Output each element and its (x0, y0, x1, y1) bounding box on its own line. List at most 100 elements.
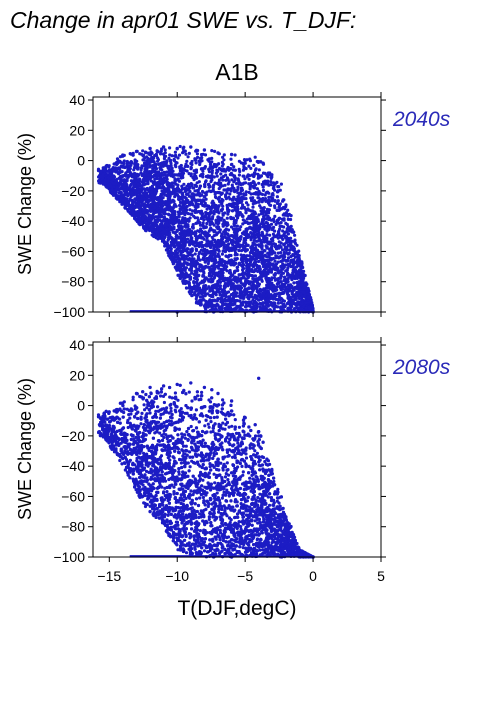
scatter-point (150, 187, 154, 191)
scatter-point (107, 176, 111, 180)
scatter-point (277, 244, 281, 248)
scatter-point (96, 167, 101, 171)
scatter-point (300, 273, 304, 277)
scatter-point (141, 179, 146, 183)
scatter-point (252, 263, 256, 267)
scatter-point (148, 204, 152, 208)
scatter-point (299, 269, 303, 273)
scatter-point (205, 217, 209, 221)
scatter-point (253, 251, 257, 255)
scatter-point (130, 191, 134, 195)
scatter-point (188, 216, 192, 220)
scatter-point (302, 274, 307, 278)
scatter-point (286, 280, 290, 284)
scatter-point (219, 305, 223, 309)
scatter-point (217, 178, 221, 182)
scatter-point (199, 290, 203, 294)
scatter-point (278, 202, 282, 206)
scatter-point (275, 277, 280, 281)
scatter-point (225, 261, 230, 265)
scatter-point (209, 299, 213, 303)
scatter-point (212, 175, 216, 179)
scatter-point (282, 265, 286, 269)
scatter-point (237, 273, 241, 277)
scatter-point (179, 188, 183, 193)
scatter-point (208, 212, 212, 216)
scatter-point (179, 163, 183, 168)
scatter-point (186, 262, 190, 267)
scatter-point (268, 203, 272, 207)
scatter-point (209, 277, 213, 281)
scatter-point (180, 205, 184, 209)
scatter-point (159, 206, 163, 210)
scatter-point (289, 264, 293, 268)
scatter-point (284, 221, 288, 225)
scatter-point (181, 191, 185, 195)
scatter-point (99, 170, 103, 174)
scatter-point (174, 250, 178, 254)
scatter-point (241, 196, 245, 200)
scatter-point (129, 172, 133, 176)
scatter-point (249, 235, 253, 239)
scatter-point (128, 198, 132, 202)
scatter-point (230, 238, 234, 242)
scatter-point (212, 162, 216, 167)
scatter-point (272, 242, 276, 246)
scatter-point (183, 268, 187, 272)
scatter-point (181, 199, 185, 203)
scatter-point (167, 195, 171, 199)
scatter-point (181, 280, 185, 284)
scatter-point (161, 152, 166, 156)
scatter-point (263, 273, 267, 277)
scatter-point (271, 236, 275, 240)
scatter-point (177, 210, 181, 214)
scatter-point (269, 222, 274, 226)
scatter-point (216, 168, 220, 173)
scatter-point (219, 191, 223, 195)
scatter-point (264, 299, 268, 303)
scatter-point (171, 188, 175, 192)
scatter-point (141, 216, 145, 220)
scatter-point (258, 268, 262, 272)
scatter-point (118, 200, 122, 204)
scatter-point (271, 193, 275, 197)
scatter-point (186, 228, 190, 232)
scatter-point (210, 149, 214, 153)
scatter-point (257, 213, 261, 217)
scatter-point (145, 164, 149, 168)
scatter-point (212, 230, 216, 234)
scatter-point (267, 228, 271, 232)
scatter-point (281, 229, 285, 233)
scatter-point (271, 232, 275, 236)
scatter-point (265, 262, 269, 266)
scatter-point (239, 288, 243, 293)
scatter-point (280, 248, 285, 252)
scatter-point (210, 171, 214, 175)
scatter-point (182, 182, 186, 186)
scatter-point (286, 252, 290, 256)
scatter-point (187, 219, 191, 223)
scatter-point (260, 246, 264, 251)
scatter-point (278, 292, 282, 296)
scatter-point (194, 161, 198, 165)
scatter-point (273, 251, 277, 255)
scatter-point (202, 256, 206, 260)
scatter-point (219, 208, 224, 212)
scatter-point (291, 294, 295, 299)
scatter-point (255, 225, 259, 229)
scatter-point (222, 153, 226, 157)
scatter-point (306, 292, 310, 296)
scatter-point (220, 263, 224, 267)
scatter-point (97, 178, 101, 183)
scatter-point (268, 261, 272, 265)
scatter-point (225, 254, 229, 258)
scatter-point (159, 149, 163, 153)
scatter-point (264, 220, 268, 225)
scatter-point (127, 186, 131, 190)
scatter-point (293, 238, 297, 242)
scatter-point (237, 173, 241, 177)
scatter-point (184, 272, 188, 276)
scatter-point (239, 278, 243, 282)
scatter-point (184, 279, 188, 283)
scatter-point (172, 199, 176, 204)
